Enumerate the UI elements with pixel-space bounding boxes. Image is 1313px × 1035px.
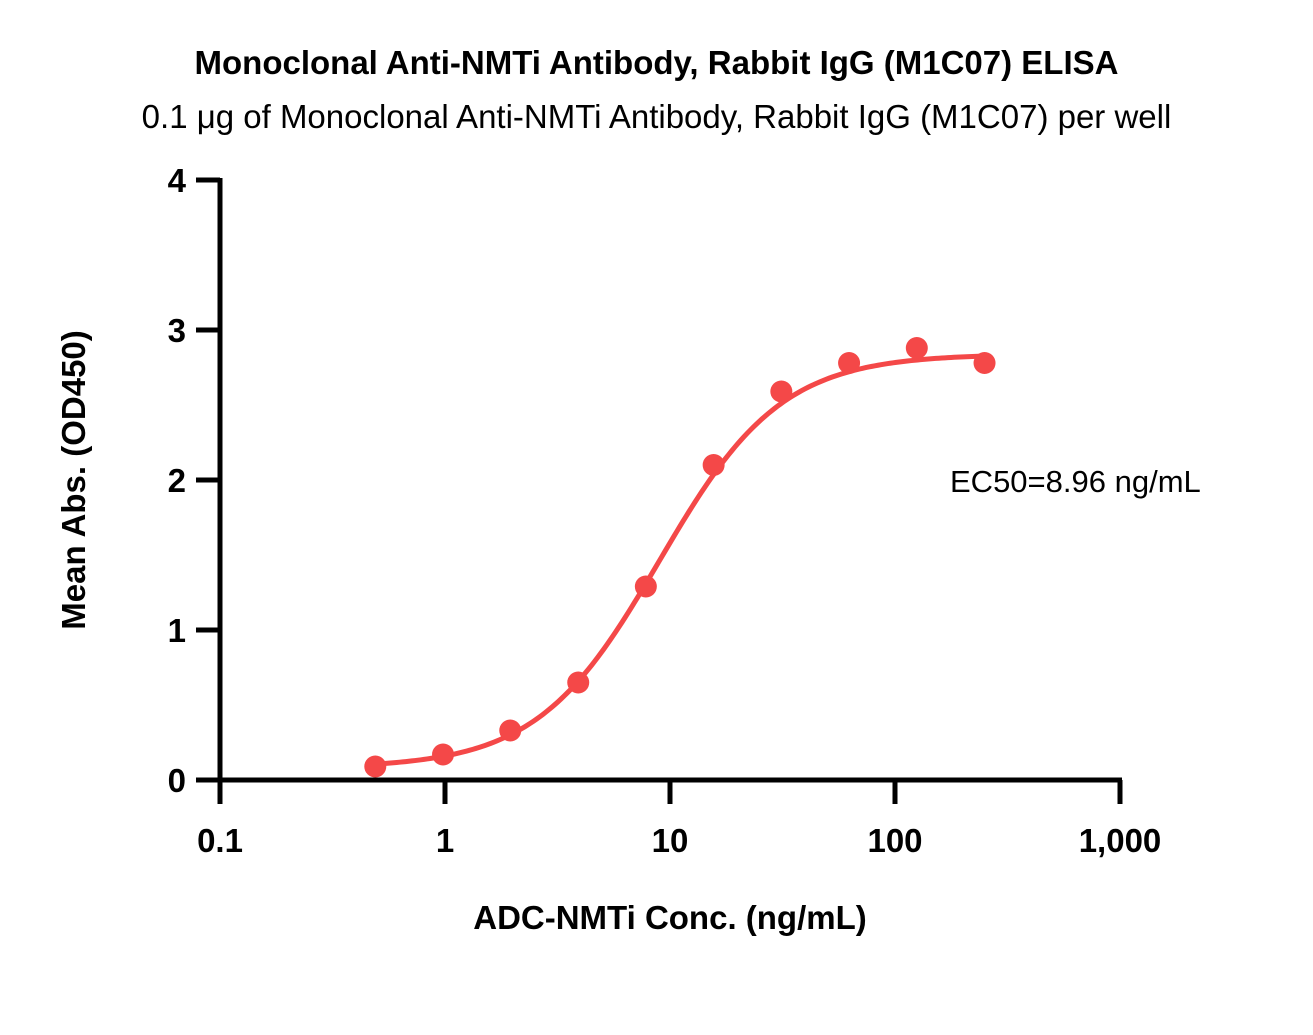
- ec50-annotation: EC50=8.96 ng/mL: [950, 464, 1201, 499]
- data-point: [973, 352, 996, 374]
- y-tick-label: 1: [168, 612, 186, 649]
- data-point: [432, 743, 455, 766]
- data-point: [634, 575, 657, 598]
- fit-curve: [372, 353, 988, 767]
- y-tick-label: 0: [168, 762, 186, 799]
- data-point: [770, 380, 793, 403]
- data-point: [702, 454, 725, 476]
- data-point: [905, 337, 928, 359]
- x-tick-label: 10: [652, 822, 689, 859]
- chart-title: Monoclonal Anti-NMTi Antibody, Rabbit Ig…: [194, 44, 1119, 81]
- x-tick-label: 1,000: [1079, 822, 1162, 859]
- x-tick-label: 100: [867, 822, 922, 859]
- data-point: [838, 352, 861, 374]
- data-points: [364, 337, 996, 778]
- chart-subtitle: 0.1 μg of Monoclonal Anti-NMTi Antibody,…: [141, 98, 1172, 135]
- x-axis-label: ADC-NMTi Conc. (ng/mL): [473, 899, 867, 936]
- y-tick-label: 3: [168, 312, 186, 349]
- y-axis-label: Mean Abs. (OD450): [55, 330, 92, 630]
- x-tick-label: 0.1: [197, 822, 243, 859]
- data-point: [567, 671, 590, 694]
- x-tick-label: 1: [436, 822, 454, 859]
- y-tick-label: 2: [168, 462, 186, 499]
- data-point: [499, 719, 522, 742]
- y-tick-label: 4: [168, 162, 187, 199]
- tick-group: 0 1 2 3 4 0.1 1 10 100 1,000: [168, 162, 1162, 859]
- data-point: [364, 755, 387, 778]
